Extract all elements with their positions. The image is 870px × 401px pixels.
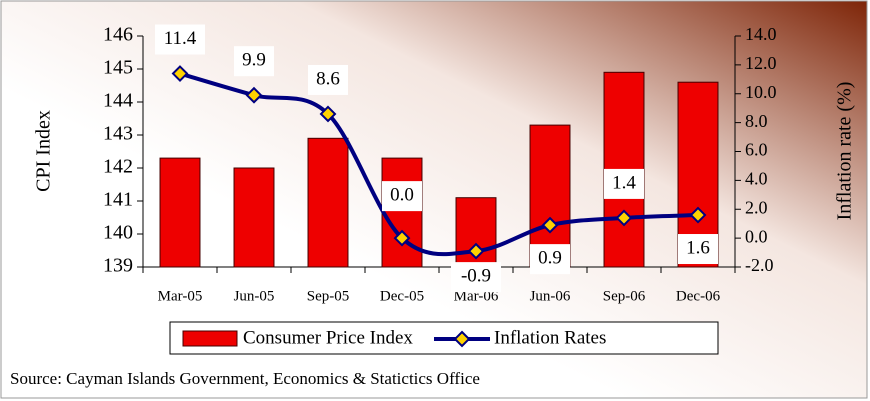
y-tick-label: 140 — [103, 222, 133, 244]
bar — [233, 167, 275, 268]
data-label-box — [451, 262, 501, 293]
y-tick-label: 145 — [103, 57, 133, 79]
data-label-box — [155, 24, 205, 55]
marker — [171, 65, 189, 82]
y-tick-label: 142 — [103, 156, 133, 178]
marker — [689, 206, 707, 224]
y2-tick-label: 14.0 — [745, 24, 777, 44]
legend-swatch — [182, 330, 238, 347]
data-label: 1.6 — [686, 237, 710, 258]
marker — [467, 242, 485, 260]
y2-tick-label: 12.0 — [745, 53, 777, 73]
marker — [245, 86, 263, 104]
x-tick-label: Sep-05 — [307, 288, 350, 304]
x-tick-label: Sep-06 — [603, 288, 646, 304]
bar — [381, 157, 423, 268]
data-label: -0.9 — [461, 265, 491, 286]
source-note: Source: Cayman Islands Government, Econo… — [10, 369, 480, 388]
bar — [159, 157, 201, 268]
data-label-box — [604, 168, 644, 199]
bar — [529, 124, 571, 268]
y2-tick-label: 4.0 — [745, 169, 768, 189]
x-tick-label: Dec-05 — [380, 288, 424, 304]
line — [179, 71, 699, 257]
y2-tick-label: 10.0 — [745, 82, 777, 102]
data-label-box — [530, 244, 570, 275]
marker — [615, 209, 633, 227]
x-tick-label: Jun-05 — [234, 288, 275, 304]
y-tick-label: 146 — [103, 24, 133, 46]
y-axis-label: CPI Index — [33, 110, 55, 192]
data-label: 8.6 — [316, 68, 340, 89]
y2-tick-label: 0.0 — [745, 226, 768, 246]
y-tick-label: 141 — [103, 189, 133, 211]
data-label: 0.9 — [538, 247, 562, 268]
y-tick-label: 143 — [103, 123, 133, 145]
y2-tick-label: -2.0 — [745, 255, 774, 275]
y2-axis-label: Inflation rate (%) — [834, 82, 856, 221]
legend-swatch — [453, 330, 471, 348]
marker — [319, 105, 337, 123]
data-label-box — [678, 234, 718, 265]
data-label-box — [234, 46, 274, 77]
legend-label: Inflation Rates — [494, 327, 606, 348]
data-label-box — [382, 181, 422, 212]
x-tick-label: Dec-06 — [676, 288, 721, 304]
x-tick-label: Jun-06 — [530, 288, 571, 304]
marker — [541, 216, 559, 234]
y2-tick-label: 6.0 — [745, 140, 768, 160]
marker — [393, 229, 411, 247]
legend-label: Consumer Price Index — [243, 327, 413, 348]
bar — [307, 137, 349, 268]
data-label: 11.4 — [164, 28, 197, 49]
data-label: 9.9 — [242, 50, 266, 71]
y-tick-label: 144 — [103, 90, 133, 112]
data-label: 1.4 — [612, 172, 636, 193]
data-label-box — [308, 64, 348, 95]
data-label: 0.0 — [390, 184, 414, 205]
y-tick-label: 139 — [103, 255, 133, 277]
y2-tick-label: 8.0 — [745, 111, 768, 131]
y2-tick-label: 2.0 — [745, 197, 768, 217]
x-tick-label: Mar-05 — [158, 288, 203, 304]
x-tick-label: Mar-06 — [454, 288, 499, 304]
